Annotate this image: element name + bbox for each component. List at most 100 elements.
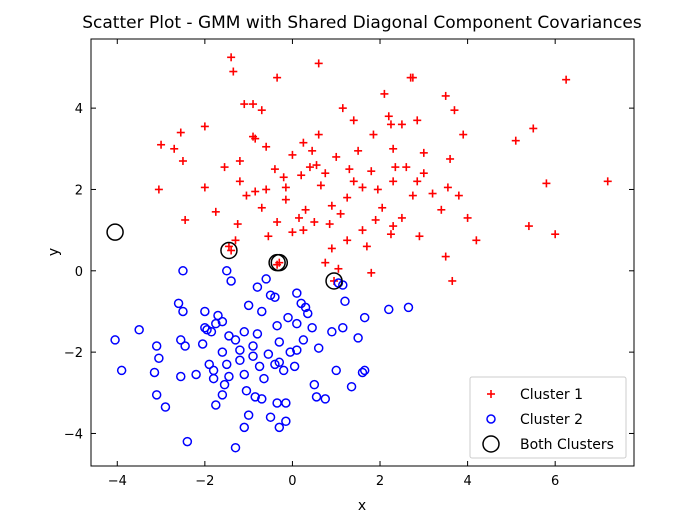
cluster2-point: [204, 359, 214, 370]
cluster2-point: [230, 442, 241, 453]
cluster2-point: [338, 280, 348, 290]
y-axis-label: y: [46, 248, 62, 256]
cluster1-point: [227, 246, 236, 255]
cluster1-point: [419, 148, 428, 157]
cluster1-point: [472, 236, 481, 245]
cluster1-point: [211, 207, 220, 216]
cluster1-point: [408, 191, 417, 200]
cluster2-point: [230, 335, 241, 345]
cluster1-point: [511, 136, 520, 145]
x-tick-label: 2: [376, 474, 384, 489]
cluster1-point: [336, 209, 345, 218]
cluster2-point: [224, 331, 234, 341]
cluster2-point: [134, 325, 144, 335]
cluster1-point: [257, 106, 266, 115]
cluster2-point: [241, 386, 252, 396]
cluster1-point: [391, 163, 400, 172]
cluster1-point: [251, 134, 260, 143]
cluster2-point: [359, 365, 370, 376]
cluster1-point: [419, 169, 428, 178]
cluster2-point: [180, 341, 190, 351]
legend-marker-cluster1: [487, 390, 495, 398]
cluster1-point: [281, 183, 290, 192]
cluster2-point: [257, 306, 267, 317]
cluster2-point: [292, 288, 302, 298]
cluster2-point: [292, 345, 302, 355]
cluster1-point: [200, 183, 209, 192]
cluster1-point: [308, 146, 317, 155]
cluster1-point: [301, 205, 310, 214]
y-tick-label: 4: [75, 102, 83, 117]
cluster2-point: [222, 266, 232, 276]
cluster2-point: [116, 365, 127, 376]
tick-labels: −4 −2 0 2 4 6 −4 −2 0 2 4: [64, 102, 559, 489]
cluster1-point: [242, 191, 251, 200]
cluster1-point: [224, 242, 233, 251]
cluster1-point: [262, 142, 271, 151]
cluster1-point: [332, 152, 341, 161]
cluster2-point: [257, 394, 267, 404]
cluster2-point: [176, 335, 186, 345]
both-clusters-point: [270, 253, 289, 272]
cluster1-point: [441, 91, 450, 100]
cluster2-point: [182, 436, 193, 447]
cluster2-point: [252, 282, 263, 292]
legend-label-both: Both Clusters: [520, 437, 614, 453]
cluster1-point: [397, 120, 406, 129]
cluster2-point: [359, 312, 370, 323]
x-tick-label: 4: [463, 474, 471, 489]
cluster2-point: [261, 274, 271, 284]
cluster1-point: [362, 242, 371, 251]
cluster1-point: [321, 169, 330, 178]
x-tick-label: −4: [108, 474, 127, 489]
cluster1-point: [235, 157, 244, 165]
cluster1-point: [157, 140, 166, 149]
cluster2-point: [285, 347, 295, 357]
cluster2-point: [160, 402, 171, 412]
legend-label-cluster2: Cluster 2: [520, 412, 583, 428]
cluster1-point: [345, 165, 354, 174]
cluster2-point: [265, 290, 276, 300]
cluster2-point: [206, 327, 217, 337]
cluster2-point: [357, 367, 368, 378]
cluster2-point: [202, 325, 212, 335]
cluster2-point: [307, 322, 317, 333]
cluster1-point: [288, 228, 297, 237]
cluster1-point: [273, 73, 282, 82]
cluster2-point: [327, 327, 337, 337]
cluster1-point: [408, 73, 417, 82]
cluster2-point: [346, 381, 357, 392]
cluster1-point: [443, 183, 452, 192]
cluster2-point: [331, 365, 341, 376]
cluster2-point: [270, 359, 280, 370]
cluster1-point: [437, 205, 446, 214]
cluster2-point: [235, 345, 245, 355]
cluster2-point: [274, 422, 285, 433]
cluster1-point: [275, 258, 284, 267]
cluster2-point: [235, 355, 245, 366]
cluster2-point: [403, 302, 414, 313]
cluster2-point: [274, 357, 285, 368]
cluster1-point: [310, 218, 319, 226]
legend-marker-cluster2: [486, 414, 496, 424]
cluster2-point: [252, 329, 263, 339]
cluster1-point: [349, 116, 358, 125]
cluster1-point: [402, 163, 411, 172]
cluster2-point: [309, 379, 320, 390]
cluster2-point: [197, 339, 208, 349]
cluster2-point: [278, 365, 289, 376]
cluster1-point: [270, 165, 279, 174]
cluster2-point: [265, 412, 276, 422]
cluster1-point: [397, 213, 406, 222]
cluster2-point: [154, 353, 164, 363]
cluster1-point: [389, 144, 398, 153]
cluster2-point: [272, 398, 282, 408]
cluster1-point: [415, 232, 424, 241]
cluster1-point: [327, 244, 336, 253]
cluster2-point: [176, 371, 186, 382]
cluster1-point: [446, 154, 455, 163]
cluster2-point: [151, 390, 162, 400]
cluster1-point: [428, 189, 437, 198]
cluster2-point: [243, 410, 254, 420]
